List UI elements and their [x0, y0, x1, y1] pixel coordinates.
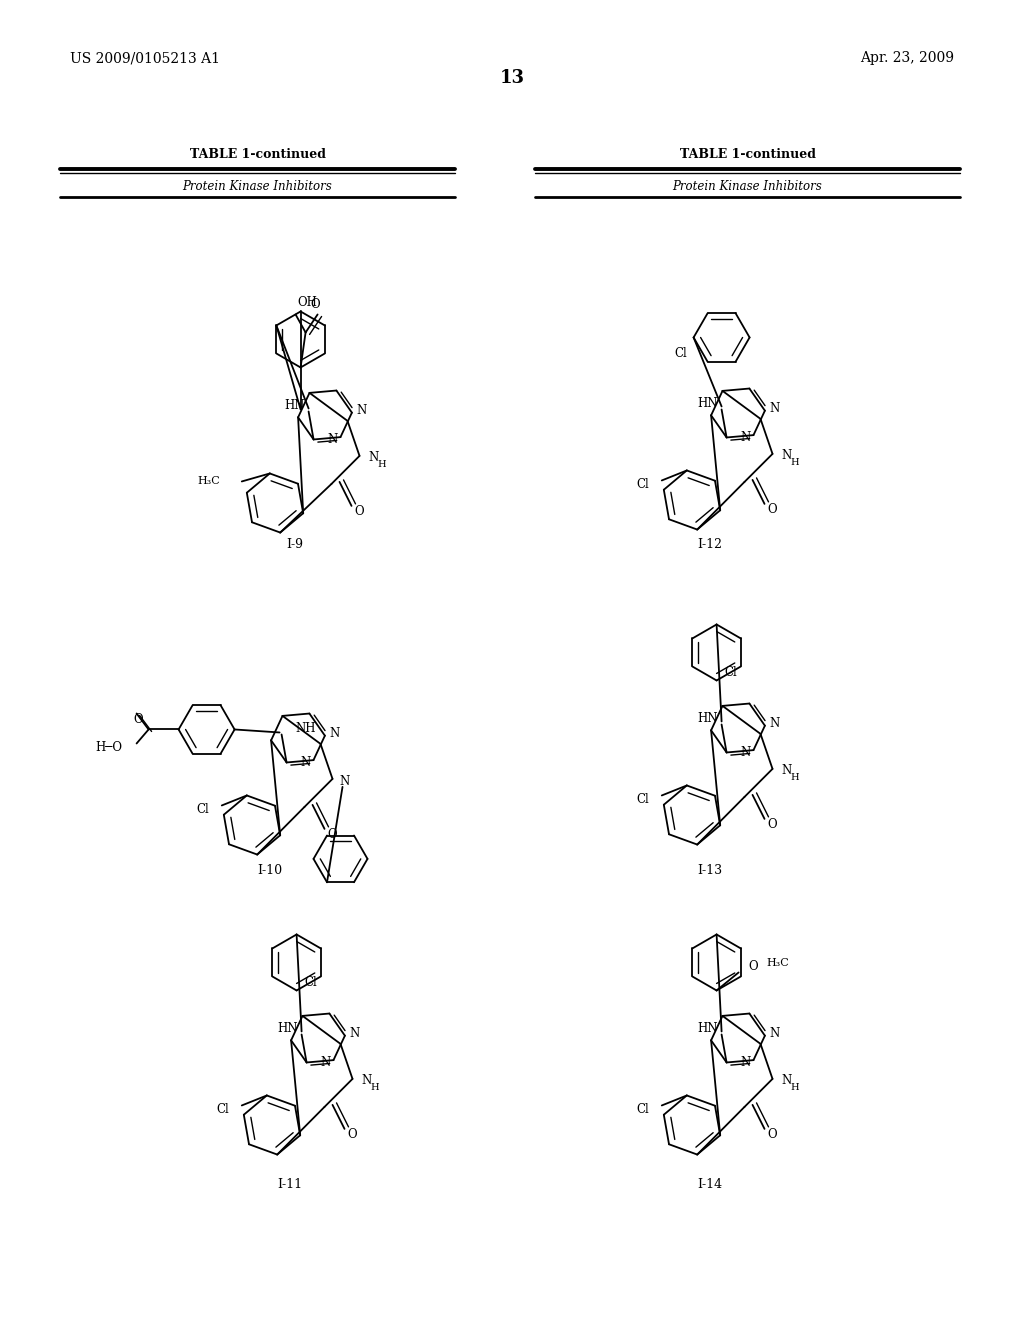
Text: H: H: [791, 774, 799, 783]
Text: O: O: [768, 1129, 777, 1142]
Text: I-14: I-14: [697, 1179, 723, 1192]
Text: HN: HN: [285, 399, 305, 412]
Text: N: N: [350, 1027, 360, 1040]
Text: N: N: [770, 403, 780, 416]
Text: H₃C: H₃C: [767, 958, 790, 969]
Text: Cl: Cl: [636, 793, 649, 807]
Text: N: N: [781, 1074, 792, 1088]
Text: Apr. 23, 2009: Apr. 23, 2009: [860, 51, 954, 65]
Text: N: N: [330, 727, 340, 741]
Text: N: N: [740, 430, 751, 444]
Text: H─O: H─O: [95, 741, 123, 754]
Text: 13: 13: [500, 69, 524, 87]
Text: NH: NH: [296, 722, 316, 735]
Text: O: O: [328, 829, 337, 841]
Text: H: H: [791, 458, 799, 467]
Text: HN: HN: [278, 1022, 298, 1035]
Text: I-13: I-13: [697, 863, 723, 876]
Text: O: O: [348, 1129, 357, 1142]
Text: N: N: [356, 404, 367, 417]
Text: N: N: [770, 717, 780, 730]
Text: N: N: [361, 1074, 372, 1088]
Text: Protein Kinase Inhibitors: Protein Kinase Inhibitors: [182, 180, 333, 193]
Text: N: N: [740, 746, 751, 759]
Text: O: O: [768, 503, 777, 516]
Text: I-9: I-9: [287, 539, 303, 552]
Text: TABLE 1-continued: TABLE 1-continued: [680, 149, 815, 161]
Text: HN: HN: [697, 1022, 718, 1035]
Text: N: N: [781, 764, 792, 777]
Text: HN: HN: [697, 397, 718, 411]
Text: Cl: Cl: [304, 975, 317, 989]
Text: N: N: [321, 1056, 331, 1069]
Text: N: N: [300, 755, 310, 768]
Text: N: N: [781, 449, 792, 462]
Text: N: N: [770, 1027, 780, 1040]
Text: N: N: [328, 433, 338, 446]
Text: HN: HN: [697, 711, 718, 725]
Text: O: O: [354, 506, 365, 519]
Text: O: O: [133, 713, 142, 726]
Text: Cl: Cl: [725, 667, 737, 678]
Text: I-10: I-10: [257, 863, 283, 876]
Text: TABLE 1-continued: TABLE 1-continued: [189, 149, 326, 161]
Text: OH: OH: [298, 296, 317, 309]
Text: O: O: [749, 960, 758, 973]
Text: N: N: [339, 775, 349, 788]
Text: O: O: [768, 818, 777, 832]
Text: Cl: Cl: [675, 347, 687, 360]
Text: Cl: Cl: [216, 1104, 228, 1115]
Text: H: H: [371, 1084, 379, 1093]
Text: Cl: Cl: [636, 478, 649, 491]
Text: I-12: I-12: [697, 539, 723, 552]
Text: H: H: [791, 1084, 799, 1093]
Text: I-11: I-11: [278, 1179, 302, 1192]
Text: N: N: [369, 451, 379, 465]
Text: Cl: Cl: [196, 803, 209, 816]
Text: H₃C: H₃C: [197, 477, 220, 487]
Text: US 2009/0105213 A1: US 2009/0105213 A1: [70, 51, 220, 65]
Text: O: O: [310, 298, 321, 312]
Text: Cl: Cl: [636, 1104, 649, 1115]
Text: H: H: [377, 461, 386, 470]
Text: N: N: [740, 1056, 751, 1069]
Text: Protein Kinase Inhibitors: Protein Kinase Inhibitors: [673, 180, 822, 193]
